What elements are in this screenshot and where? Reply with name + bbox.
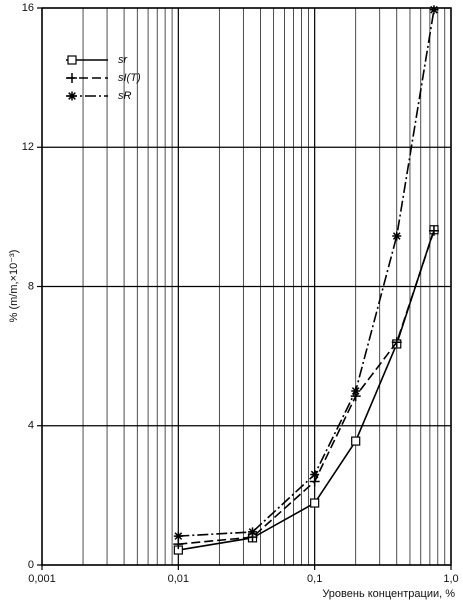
x-tick-label: 0,1 [307,573,322,585]
marker-shape [310,469,320,479]
legend-label: sI(T) [118,72,141,84]
series-line [178,229,435,551]
legend-label: sr [118,54,129,66]
marker-shape [173,539,184,550]
y-tick-label: 0 [28,559,34,571]
marker-shape [248,527,258,537]
marker [173,539,184,550]
marker [310,498,320,508]
marker [392,231,402,241]
marker [173,531,183,541]
marker-shape [67,73,77,83]
series-line [178,9,435,537]
marker-shape [351,386,361,396]
x-axis-label: Уровень концентрации, % [322,588,455,600]
legend-label: sR [118,90,132,102]
y-tick-label: 16 [22,2,34,14]
marker [428,225,439,236]
y-tick-label: 8 [28,280,34,292]
marker-shape [67,55,77,65]
marker-shape [173,531,183,541]
marker-shape [67,91,77,101]
marker-shape [310,498,320,508]
marker [351,386,361,396]
marker-shape [391,337,402,348]
marker-shape [392,231,402,241]
marker [67,55,77,65]
marker-shape [429,5,439,15]
marker-shape [351,436,361,446]
marker [429,5,439,15]
marker [310,469,320,479]
y-tick-label: 12 [22,141,34,153]
marker [248,527,258,537]
x-tick-label: 0,001 [28,573,56,585]
marker [351,436,361,446]
x-tick-label: 0,01 [168,573,189,585]
marker [67,91,77,101]
series-line [178,230,435,545]
marker [67,73,77,83]
y-tick-label: 4 [28,420,34,432]
marker-shape [428,225,439,236]
x-tick-label: 1,0 [443,573,458,585]
plot-frame [41,7,452,566]
marker [391,337,402,348]
y-axis-label: % (m/m,×10⁻³) [8,250,20,323]
